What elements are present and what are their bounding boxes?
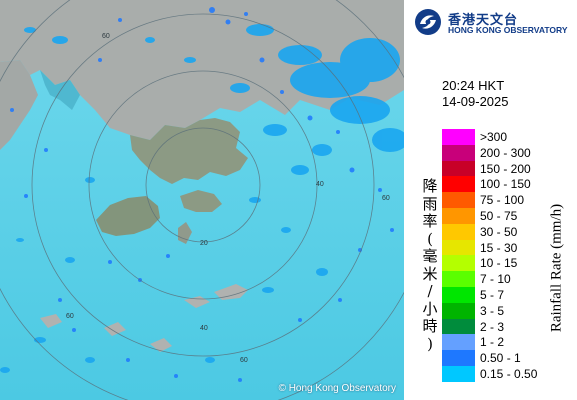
legend-swatch	[442, 223, 475, 240]
timestamp-time: 20:24 HKT	[442, 78, 505, 93]
legend-title-chinese-char: 率	[422, 212, 438, 230]
legend-title-chinese-char: 毫	[422, 247, 438, 265]
ring-label: 40	[316, 181, 324, 188]
logo-chinese-text: 香港天文台	[448, 12, 519, 27]
legend-swatch	[442, 207, 475, 224]
legend-title-chinese-char: 降	[422, 177, 438, 195]
legend-title-chinese-char: /	[427, 282, 433, 300]
legend-swatch	[442, 350, 475, 366]
new-territories-land	[130, 118, 248, 184]
legend-title-english: Rainfall Rate (mm/h)	[548, 203, 565, 333]
western-coast-land	[0, 60, 38, 150]
legend-swatch	[442, 271, 475, 287]
legend-title-chinese-char: 時	[422, 317, 438, 335]
legend-swatch	[442, 160, 475, 177]
ring-label: 60	[240, 357, 248, 364]
legend-label: 10 - 15	[480, 256, 518, 271]
legend-title-chinese-char: (	[427, 229, 433, 248]
legend-title-chinese: 降雨率(毫米 / 小時)	[420, 177, 440, 353]
mainland-land	[0, 0, 404, 140]
legend-label: 0.15 - 0.50	[480, 366, 538, 381]
legend-label: >300	[480, 130, 508, 144]
radar-map-canvas: 60 60 40 20 60 40 60	[0, 0, 404, 400]
legend-swatch	[442, 302, 475, 319]
legend-swatch	[442, 239, 475, 256]
legend-title-chinese-char: )	[427, 334, 433, 353]
range-rings	[0, 0, 404, 400]
southern-islet-2	[150, 338, 172, 352]
logo-english-text: HONG KONG OBSERVATORY	[448, 25, 568, 35]
legend-swatch	[442, 129, 475, 145]
legend-label: 0.50 - 1	[480, 351, 521, 366]
copyright-text: © Hong Kong Observatory	[278, 383, 396, 394]
southern-islet-4	[40, 314, 62, 328]
legend-title-chinese-char: 雨	[422, 194, 438, 213]
legend-swatch	[442, 192, 475, 208]
legend-swatch	[442, 365, 475, 382]
info-panel: 香港天文台 HONG KONG OBSERVATORY 20:24 HKT 14…	[404, 0, 577, 400]
range-ring-labels: 60 60 40 20 60 40 60	[66, 33, 390, 364]
ring-label: 40	[200, 325, 208, 332]
ring-label: 60	[66, 313, 74, 320]
legend-label: 1 - 2	[480, 335, 505, 350]
legend-swatch	[442, 176, 475, 193]
rain-echoes	[0, 24, 404, 373]
hko-logo-icon	[415, 9, 441, 35]
legend-label: 3 - 5	[480, 303, 505, 318]
legend-label: 200 - 300	[480, 145, 531, 160]
legend-label: 15 - 30	[480, 240, 518, 255]
legend-label: 150 - 200	[480, 161, 531, 176]
legend-swatch	[442, 144, 475, 161]
legend-label: 5 - 7	[480, 287, 505, 302]
southern-islands-land	[214, 284, 248, 300]
legend-label: 50 - 75	[480, 208, 518, 223]
legend-swatch	[442, 334, 475, 351]
ring-label: 60	[382, 195, 390, 202]
legend-label: 100 - 150	[480, 177, 531, 192]
ring-label: 20	[200, 240, 208, 247]
ring-label: 60	[102, 33, 110, 40]
legend-label: 30 - 50	[480, 224, 518, 239]
legend-swatch	[442, 318, 475, 335]
legend-swatch	[442, 286, 475, 303]
legend-title-chinese-char: 米	[422, 264, 438, 283]
lantau-island-land	[96, 196, 160, 236]
lamma-island-land	[178, 222, 192, 244]
legend-label: 2 - 3	[480, 319, 505, 334]
southern-islet-3	[104, 322, 126, 336]
legend-title-chinese-char: 小	[422, 299, 438, 318]
estuary-water	[40, 70, 80, 110]
hk-island-land	[180, 190, 222, 212]
legend-label: 75 - 100	[480, 193, 525, 208]
hko-logo[interactable]: 香港天文台 HONG KONG OBSERVATORY	[414, 8, 574, 38]
timestamp-date: 14-09-2025	[442, 94, 509, 109]
legend-label: 7 - 10	[480, 272, 511, 287]
radar-map[interactable]: 60 60 40 20 60 40 60 © Hong Kong Observa…	[0, 0, 404, 400]
legend-swatch	[442, 255, 475, 272]
